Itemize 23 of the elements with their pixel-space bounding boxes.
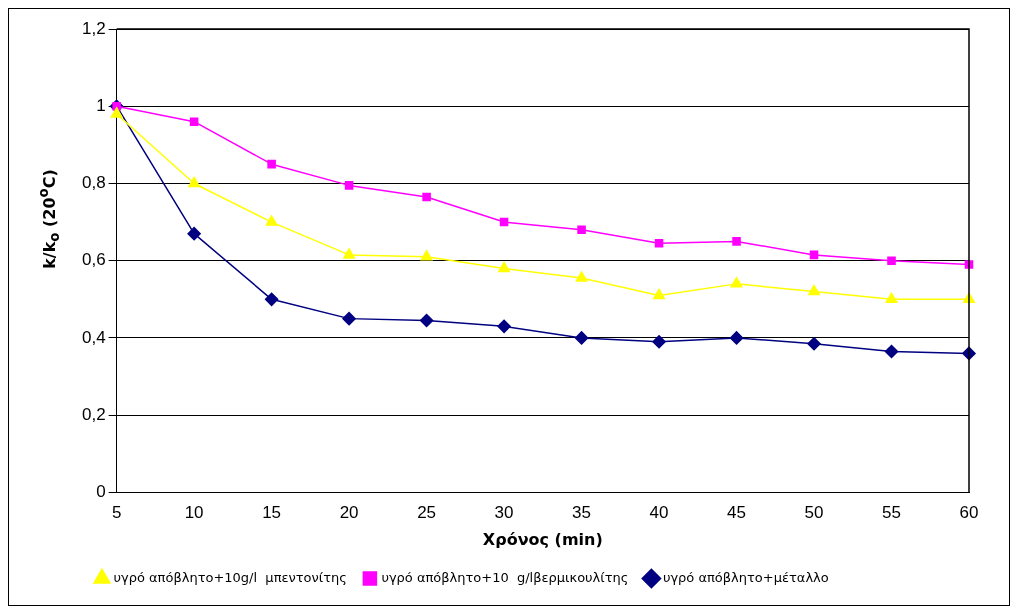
legend-label: υγρό απόβλητο+10g/l μπεντονίτης: [113, 569, 347, 585]
x-tick-label: 30: [494, 503, 514, 523]
y-tick-label: 0: [96, 482, 106, 502]
x-axis-title: Χρόνος (min): [482, 529, 603, 549]
y-tick-label: 0,4: [81, 327, 106, 347]
y-tick-label: 0,8: [81, 173, 106, 193]
y-tick-label: 0,6: [81, 250, 106, 270]
x-tick-label: 50: [804, 503, 824, 523]
y-tick-label: 1,2: [81, 18, 106, 38]
x-tick-label: 40: [649, 503, 669, 523]
x-tick-label: 25: [417, 503, 437, 523]
legend-label: υγρό απόβλητο+10 g/lβερμικουλίτης: [381, 569, 629, 585]
y-tick-label: 1: [96, 95, 106, 115]
x-tick-label: 55: [882, 503, 901, 523]
x-tick-label: 60: [959, 503, 979, 523]
x-tick-label: 45: [727, 503, 746, 523]
x-tick-label: 10: [184, 503, 204, 523]
x-tick-label: 20: [339, 503, 359, 523]
legend-label: υγρό απόβλητο+μέταλλο: [662, 569, 829, 585]
x-tick-label: 5: [111, 503, 122, 523]
x-tick-label: 15: [262, 503, 282, 523]
x-tick-label: 35: [572, 503, 592, 523]
y-tick-label: 0,2: [81, 404, 106, 424]
